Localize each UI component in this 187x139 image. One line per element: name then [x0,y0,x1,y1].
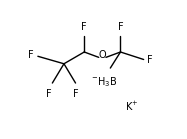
Text: F: F [28,50,33,60]
Text: F: F [81,22,87,32]
Text: F: F [118,22,123,32]
Text: F: F [147,55,153,65]
Text: F: F [73,90,79,100]
Text: F: F [46,90,52,100]
Text: K$^{+}$: K$^{+}$ [125,100,139,113]
Text: $^{-}$H$_{3}$B: $^{-}$H$_{3}$B [91,75,117,89]
Text: O: O [99,50,106,60]
